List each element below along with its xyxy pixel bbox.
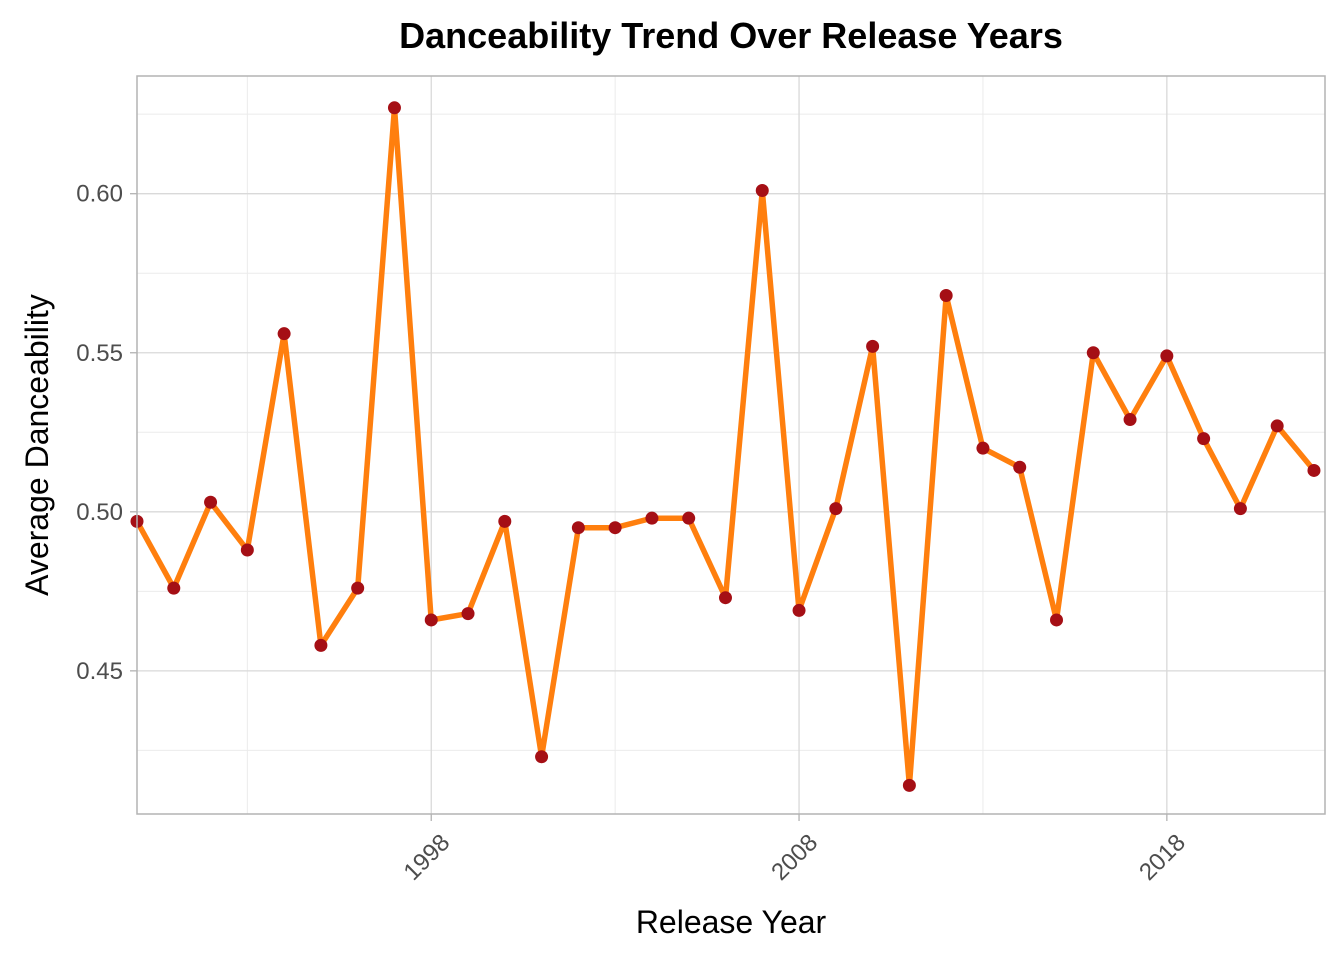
- data-point: [682, 511, 696, 525]
- data-point: [608, 521, 622, 535]
- data-point: [498, 514, 512, 528]
- data-point: [1123, 413, 1137, 427]
- plot-panel-border: [136, 75, 1326, 815]
- data-point: [1013, 460, 1027, 474]
- y-tick-label: 0.45: [76, 658, 123, 685]
- axis-ticks: 0.45 0.50 0.55 0.60 1998 2008 2018: [76, 181, 1191, 886]
- x-tick-label: 2008: [766, 829, 823, 886]
- data-point: [1270, 419, 1284, 433]
- data-points: [130, 101, 1321, 792]
- data-point: [866, 339, 880, 353]
- data-point: [939, 288, 953, 302]
- data-point: [314, 638, 328, 652]
- data-point: [1050, 613, 1064, 627]
- data-point: [976, 441, 990, 455]
- data-point: [535, 750, 549, 764]
- data-point: [718, 591, 732, 605]
- series-line-layer: [134, 105, 1317, 789]
- data-point: [351, 581, 365, 595]
- data-point: [204, 495, 218, 509]
- grid: [137, 76, 1325, 814]
- x-axis-title: Release Year: [636, 904, 827, 940]
- chart-title: Danceability Trend Over Release Years: [399, 15, 1063, 56]
- data-point: [571, 521, 585, 535]
- data-point: [167, 581, 181, 595]
- y-tick-label: 0.60: [76, 181, 123, 208]
- data-point: [1233, 502, 1247, 516]
- data-point: [792, 603, 806, 617]
- y-tick-label: 0.55: [76, 340, 123, 367]
- data-point: [902, 778, 916, 792]
- data-point: [240, 543, 254, 557]
- data-point: [1086, 346, 1100, 360]
- data-point: [645, 511, 659, 525]
- y-tick-label: 0.50: [76, 499, 123, 526]
- y-axis-title: Average Danceability: [19, 294, 55, 596]
- data-point: [461, 607, 475, 621]
- series-line: [134, 105, 1317, 789]
- x-tick-label: 2018: [1134, 829, 1191, 886]
- data-point: [387, 101, 401, 115]
- data-point: [1197, 432, 1211, 446]
- data-point: [829, 502, 843, 516]
- data-point: [755, 184, 769, 198]
- x-tick-label: 1998: [399, 829, 456, 886]
- data-point: [1160, 349, 1174, 363]
- data-point: [277, 327, 291, 341]
- data-point: [1307, 463, 1321, 477]
- data-point: [424, 613, 438, 627]
